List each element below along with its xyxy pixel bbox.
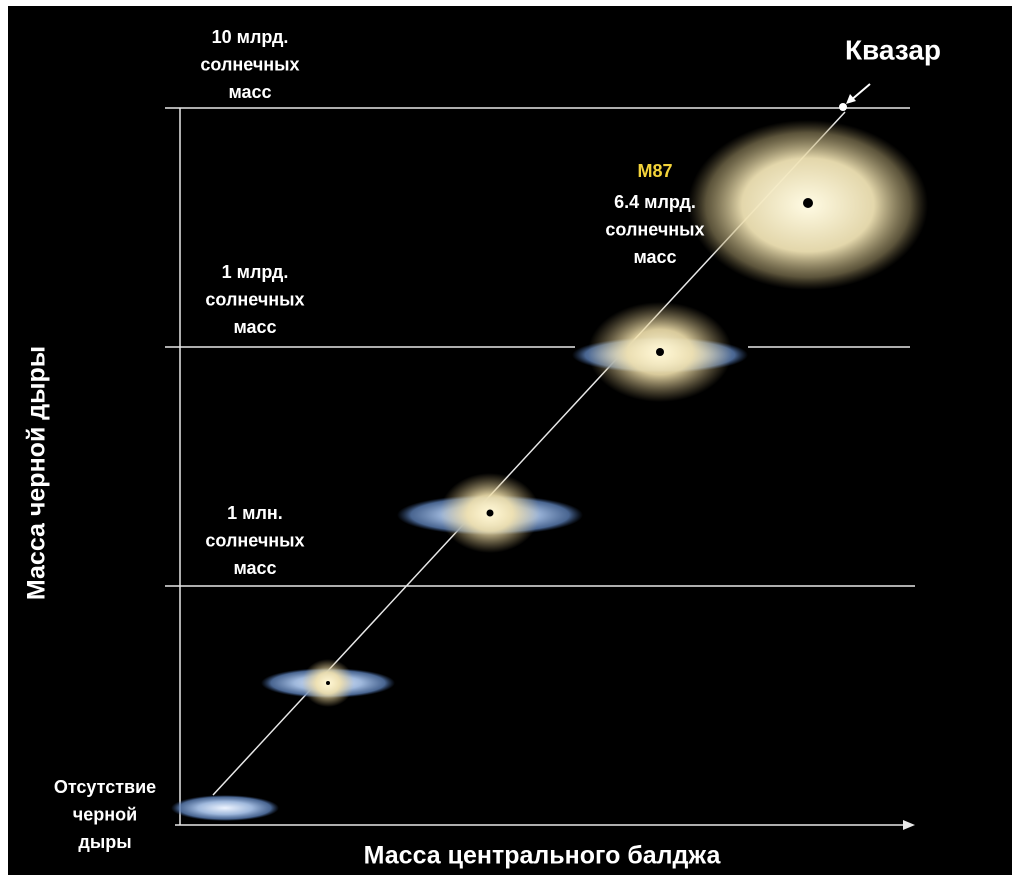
black-hole — [656, 348, 664, 356]
label-line: 1 млрд. — [222, 262, 289, 282]
quasar-label: Квазар — [845, 34, 941, 65]
black-hole — [487, 510, 494, 517]
label-line: 10 млрд. — [212, 27, 289, 47]
label-line: солнечных — [205, 530, 304, 550]
label-line: дыры — [78, 832, 131, 852]
diagram: Квазар M87 Масса центрального балджа Мас… — [0, 0, 1020, 881]
label-line: масс — [233, 317, 276, 337]
galaxy-disk — [171, 795, 279, 821]
label-line: 1 млн. — [227, 503, 283, 523]
label-line: солнечных — [205, 289, 304, 309]
label-line: солнечных — [200, 54, 299, 74]
label-line: черной — [73, 804, 137, 824]
black-hole — [326, 681, 330, 685]
x-axis-label: Масса центрального балджа — [364, 842, 722, 870]
label-line: 6.4 млрд. — [614, 192, 696, 212]
label-line: солнечных — [605, 219, 704, 239]
black-hole — [803, 198, 813, 208]
quasar-point — [839, 103, 847, 111]
label-line: масс — [233, 558, 276, 578]
label-line: масс — [633, 247, 676, 267]
label-line: Отсутствие — [54, 777, 156, 797]
y-axis-label: Масса черной дыры — [23, 346, 51, 600]
label-line: масс — [228, 82, 271, 102]
m87-label: M87 — [637, 161, 672, 181]
